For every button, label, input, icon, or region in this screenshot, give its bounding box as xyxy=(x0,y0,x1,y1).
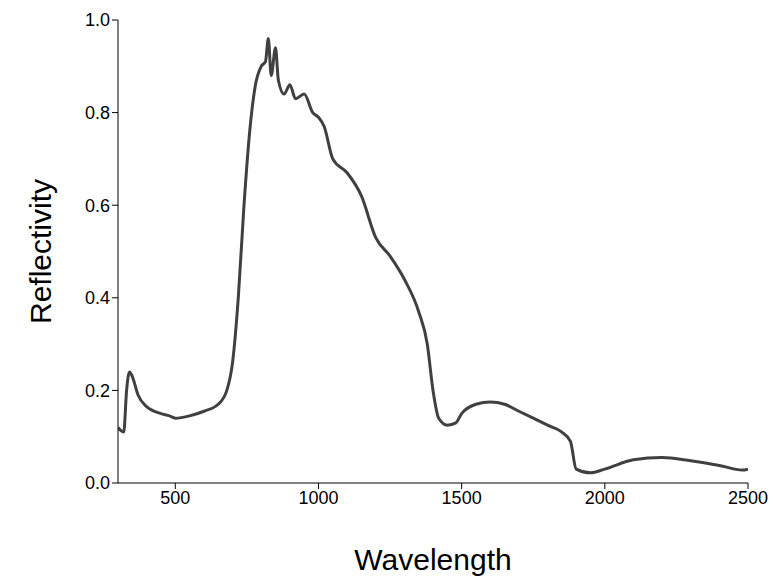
svg-text:0.8: 0.8 xyxy=(85,103,110,123)
svg-text:0.0: 0.0 xyxy=(85,473,110,493)
svg-text:500: 500 xyxy=(160,488,190,508)
svg-text:0.4: 0.4 xyxy=(85,288,110,308)
svg-text:1500: 1500 xyxy=(442,488,482,508)
svg-text:2000: 2000 xyxy=(585,488,625,508)
svg-text:2500: 2500 xyxy=(728,488,768,508)
svg-text:Reflectivity: Reflectivity xyxy=(24,179,57,324)
svg-text:1.0: 1.0 xyxy=(85,10,110,30)
svg-text:Wavelength: Wavelength xyxy=(354,543,511,576)
svg-text:0.2: 0.2 xyxy=(85,381,110,401)
svg-text:0.6: 0.6 xyxy=(85,196,110,216)
svg-text:1000: 1000 xyxy=(298,488,338,508)
